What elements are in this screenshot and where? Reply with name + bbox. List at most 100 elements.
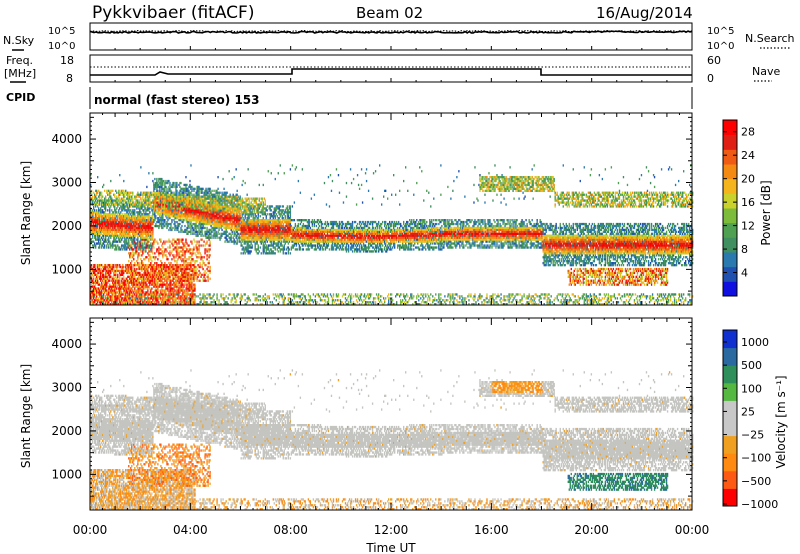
heatmap-cell (194, 252, 195, 254)
heatmap-cell (151, 260, 152, 262)
heatmap-cell (218, 299, 219, 301)
heatmap-cell (187, 262, 188, 264)
radar-title: Pykkvibaer (fitACF) (92, 3, 254, 23)
heatmap-cell (140, 194, 141, 196)
heatmap-cell (128, 284, 129, 286)
heatmap-cell (224, 297, 225, 299)
heatmap-cell (212, 201, 213, 203)
heatmap-cell (102, 284, 103, 286)
heatmap-cell (143, 244, 144, 246)
heatmap-cell (130, 301, 131, 303)
heatmap-cell (149, 207, 150, 209)
heatmap-cell (135, 244, 136, 246)
heatmap-cell (157, 258, 158, 260)
heatmap-cell (187, 233, 188, 235)
heatmap-cell (117, 244, 118, 246)
heatmap-cell (116, 246, 117, 248)
heatmap-cell (208, 260, 209, 262)
heatmap-cell (180, 182, 181, 184)
heatmap-cell (93, 223, 94, 225)
heatmap-cell (193, 280, 194, 282)
heatmap-cell (134, 209, 135, 211)
heatmap-cell (126, 201, 127, 203)
heatmap-cell (115, 284, 116, 286)
cpid-label: CPID (6, 91, 35, 104)
freq-unit: [MHz] (4, 67, 36, 80)
heatmap-cell (123, 201, 124, 203)
heatmap-cell (169, 246, 170, 248)
heatmap-cell (97, 176, 98, 178)
heatmap-cell (151, 246, 152, 248)
heatmap-cell (202, 188, 203, 190)
heatmap-cell (141, 260, 142, 262)
heatmap-cell (168, 262, 169, 264)
heatmap-cell (164, 250, 165, 252)
heatmap-cell (119, 207, 120, 209)
heatmap-cell (176, 190, 177, 192)
heatmap-cell (204, 270, 205, 272)
heatmap-cell (140, 223, 141, 225)
heatmap-cell (95, 284, 96, 286)
heatmap-cell (128, 260, 129, 262)
heatmap-cell (198, 194, 199, 196)
heatmap-cell (116, 237, 117, 239)
heatmap-cell (182, 284, 183, 286)
heatmap-cell (92, 237, 93, 239)
heatmap-cell (206, 293, 207, 295)
heatmap-cell (210, 237, 211, 239)
heatmap-cell (201, 239, 202, 241)
heatmap-cell (190, 252, 191, 254)
heatmap-cell (201, 274, 202, 276)
heatmap-cell (206, 227, 207, 229)
heatmap-cell (189, 180, 190, 182)
heatmap-cell (155, 207, 156, 209)
heatmap-cell (162, 254, 163, 256)
heatmap-cell (201, 229, 202, 231)
heatmap-cell (210, 233, 211, 235)
nsky-label: N.Sky (3, 34, 35, 47)
heatmap-cell (185, 176, 186, 178)
heatmap-cell (169, 254, 170, 256)
heatmap-cell (160, 241, 161, 243)
heatmap-cell (102, 186, 103, 188)
heatmap-cell (99, 244, 100, 246)
heatmap-cell (216, 233, 217, 235)
heatmap-cell (194, 276, 195, 278)
heatmap-cell (195, 266, 196, 268)
heatmap-cell (113, 264, 114, 266)
heatmap-cell (203, 241, 204, 243)
heatmap-cell (145, 223, 146, 225)
heatmap-cell (96, 194, 97, 196)
heatmap-cell (120, 241, 121, 243)
heatmap-cell (103, 293, 104, 295)
noise-right-tick-bottom: 10^0 (707, 41, 734, 52)
heatmap-cell (182, 242, 183, 244)
heatmap-cell (159, 286, 160, 288)
heatmap-cell (160, 239, 161, 241)
heatmap-cell (205, 248, 206, 250)
heatmap-cell (139, 254, 140, 256)
heatmap-cell (209, 266, 210, 268)
heatmap-cell (174, 223, 175, 225)
heatmap-cell (107, 276, 108, 278)
heatmap-cell (154, 178, 155, 180)
heatmap-cell (209, 268, 210, 270)
heatmap-cell (104, 244, 105, 246)
heatmap-cell (218, 229, 219, 231)
heatmap-cell (155, 215, 156, 217)
heatmap-cell (117, 264, 118, 266)
heatmap-cell (171, 241, 172, 243)
heatmap-cell (203, 256, 204, 258)
cpid-value: normal (fast stereo) 153 (94, 93, 260, 107)
heatmap-cell (154, 258, 155, 260)
heatmap-cell (99, 203, 100, 205)
heatmap-cell (110, 272, 111, 274)
heatmap-cell (167, 301, 168, 303)
heatmap-cell (226, 295, 227, 297)
heatmap-cell (98, 282, 99, 284)
heatmap-cell (92, 196, 93, 198)
heatmap-cell (200, 276, 201, 278)
heatmap-cell (167, 246, 168, 248)
heatmap-cell (105, 207, 106, 209)
heatmap-cell (179, 239, 180, 241)
